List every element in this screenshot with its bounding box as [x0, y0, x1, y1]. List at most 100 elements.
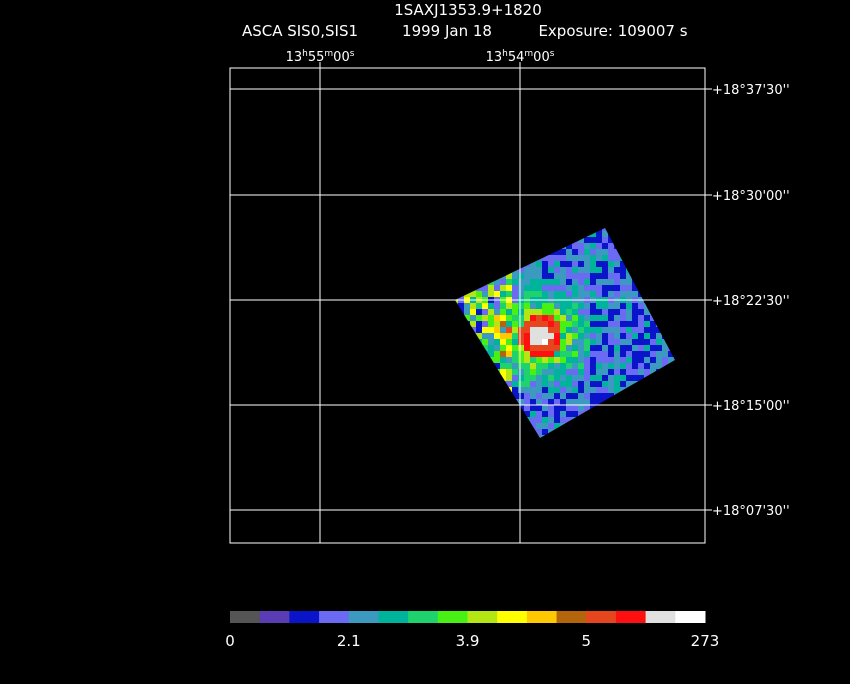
image-cell: [482, 303, 488, 309]
image-cell: [578, 411, 584, 417]
image-cell: [488, 345, 494, 351]
image-cell: [500, 339, 506, 345]
image-cell: [602, 363, 608, 369]
image-cell: [626, 291, 632, 297]
image-cell: [566, 249, 572, 255]
image-cell: [566, 345, 572, 351]
image-cell: [596, 273, 602, 279]
image-cell: [506, 351, 512, 357]
image-cell: [572, 327, 578, 333]
image-cell: [554, 357, 560, 363]
image-cell: [524, 405, 530, 411]
image-cell: [650, 333, 656, 339]
image-cell: [632, 309, 638, 315]
image-cell: [626, 285, 632, 291]
image-cell: [542, 399, 548, 405]
image-cell: [632, 333, 638, 339]
image-cell: [554, 375, 560, 381]
image-cell: [590, 339, 596, 345]
image-cell: [584, 303, 590, 309]
image-cell: [578, 243, 584, 249]
image-cell: [584, 291, 590, 297]
image-cell: [614, 273, 620, 279]
image-cell: [536, 333, 542, 339]
colorbar-label: 3.9: [456, 632, 480, 650]
image-cell: [584, 363, 590, 369]
image-cell: [542, 393, 548, 399]
colorbar-swatch: [437, 611, 468, 623]
image-cell: [644, 315, 650, 321]
image-cell: [554, 399, 560, 405]
image-cell: [620, 273, 626, 279]
image-cell: [542, 315, 548, 321]
image-cell: [554, 261, 560, 267]
image-cell: [530, 315, 536, 321]
image-cell: [494, 321, 500, 327]
image-cell: [608, 315, 614, 321]
image-cell: [578, 387, 584, 393]
image-cell: [518, 339, 524, 345]
colorbar-swatch: [675, 611, 706, 623]
image-cell: [464, 315, 470, 321]
image-cell: [674, 357, 675, 363]
image-cell: [512, 345, 518, 351]
image-cell: [518, 351, 524, 357]
image-cell: [650, 363, 656, 369]
image-cell: [512, 363, 518, 369]
image-cell: [542, 345, 548, 351]
image-cell: [596, 309, 602, 315]
image-cell: [644, 327, 650, 333]
image-cell: [578, 291, 584, 297]
image-cell: [566, 315, 572, 321]
image-cell: [554, 315, 560, 321]
image-cell: [524, 273, 530, 279]
image-cell: [560, 393, 566, 399]
image-cell: [524, 303, 530, 309]
image-cell: [566, 303, 572, 309]
image-cell: [494, 303, 500, 309]
image-cell: [482, 333, 488, 339]
image-cell: [536, 393, 542, 399]
image-cell: [596, 399, 602, 405]
image-cell: [530, 291, 536, 297]
image-cell: [608, 351, 614, 357]
image-cell: [614, 249, 620, 255]
image-cell: [572, 411, 578, 417]
image-cell: [584, 405, 590, 411]
image-cell: [542, 411, 548, 417]
image-cell: [656, 333, 662, 339]
image-cell: [650, 339, 656, 345]
image-cell: [602, 261, 608, 267]
image-cell: [656, 327, 662, 333]
image-cell: [518, 357, 524, 363]
image-cell: [530, 387, 536, 393]
image-cell: [620, 291, 626, 297]
image-cell: [644, 321, 650, 327]
image-cell: [542, 429, 548, 435]
image-cell: [530, 303, 536, 309]
image-cell: [476, 333, 482, 339]
image-cell: [554, 255, 560, 261]
image-cell: [488, 351, 494, 357]
image-cell: [626, 273, 632, 279]
image-cell: [620, 321, 626, 327]
image-cell: [560, 387, 566, 393]
image-cell: [530, 381, 536, 387]
image-cell: [572, 405, 578, 411]
image-cell: [608, 357, 614, 363]
image-cell: [482, 345, 488, 351]
image-cell: [602, 249, 608, 255]
dec-label: +18°37'30'': [712, 83, 790, 98]
image-cell: [572, 387, 578, 393]
image-cell: [512, 357, 518, 363]
coordinate-grid: +18°37'30'' +18°30'00'' +18°22'30'' +18°15'…: [230, 49, 790, 543]
image-cell: [596, 327, 602, 333]
image-cell: [584, 345, 590, 351]
image-cell: [578, 267, 584, 273]
image-cell: [464, 309, 470, 315]
image-cell: [638, 315, 644, 321]
image-cell: [578, 357, 584, 363]
colorbar-swatch: [645, 611, 676, 623]
image-cell: [572, 381, 578, 387]
image-cell: [560, 411, 566, 417]
